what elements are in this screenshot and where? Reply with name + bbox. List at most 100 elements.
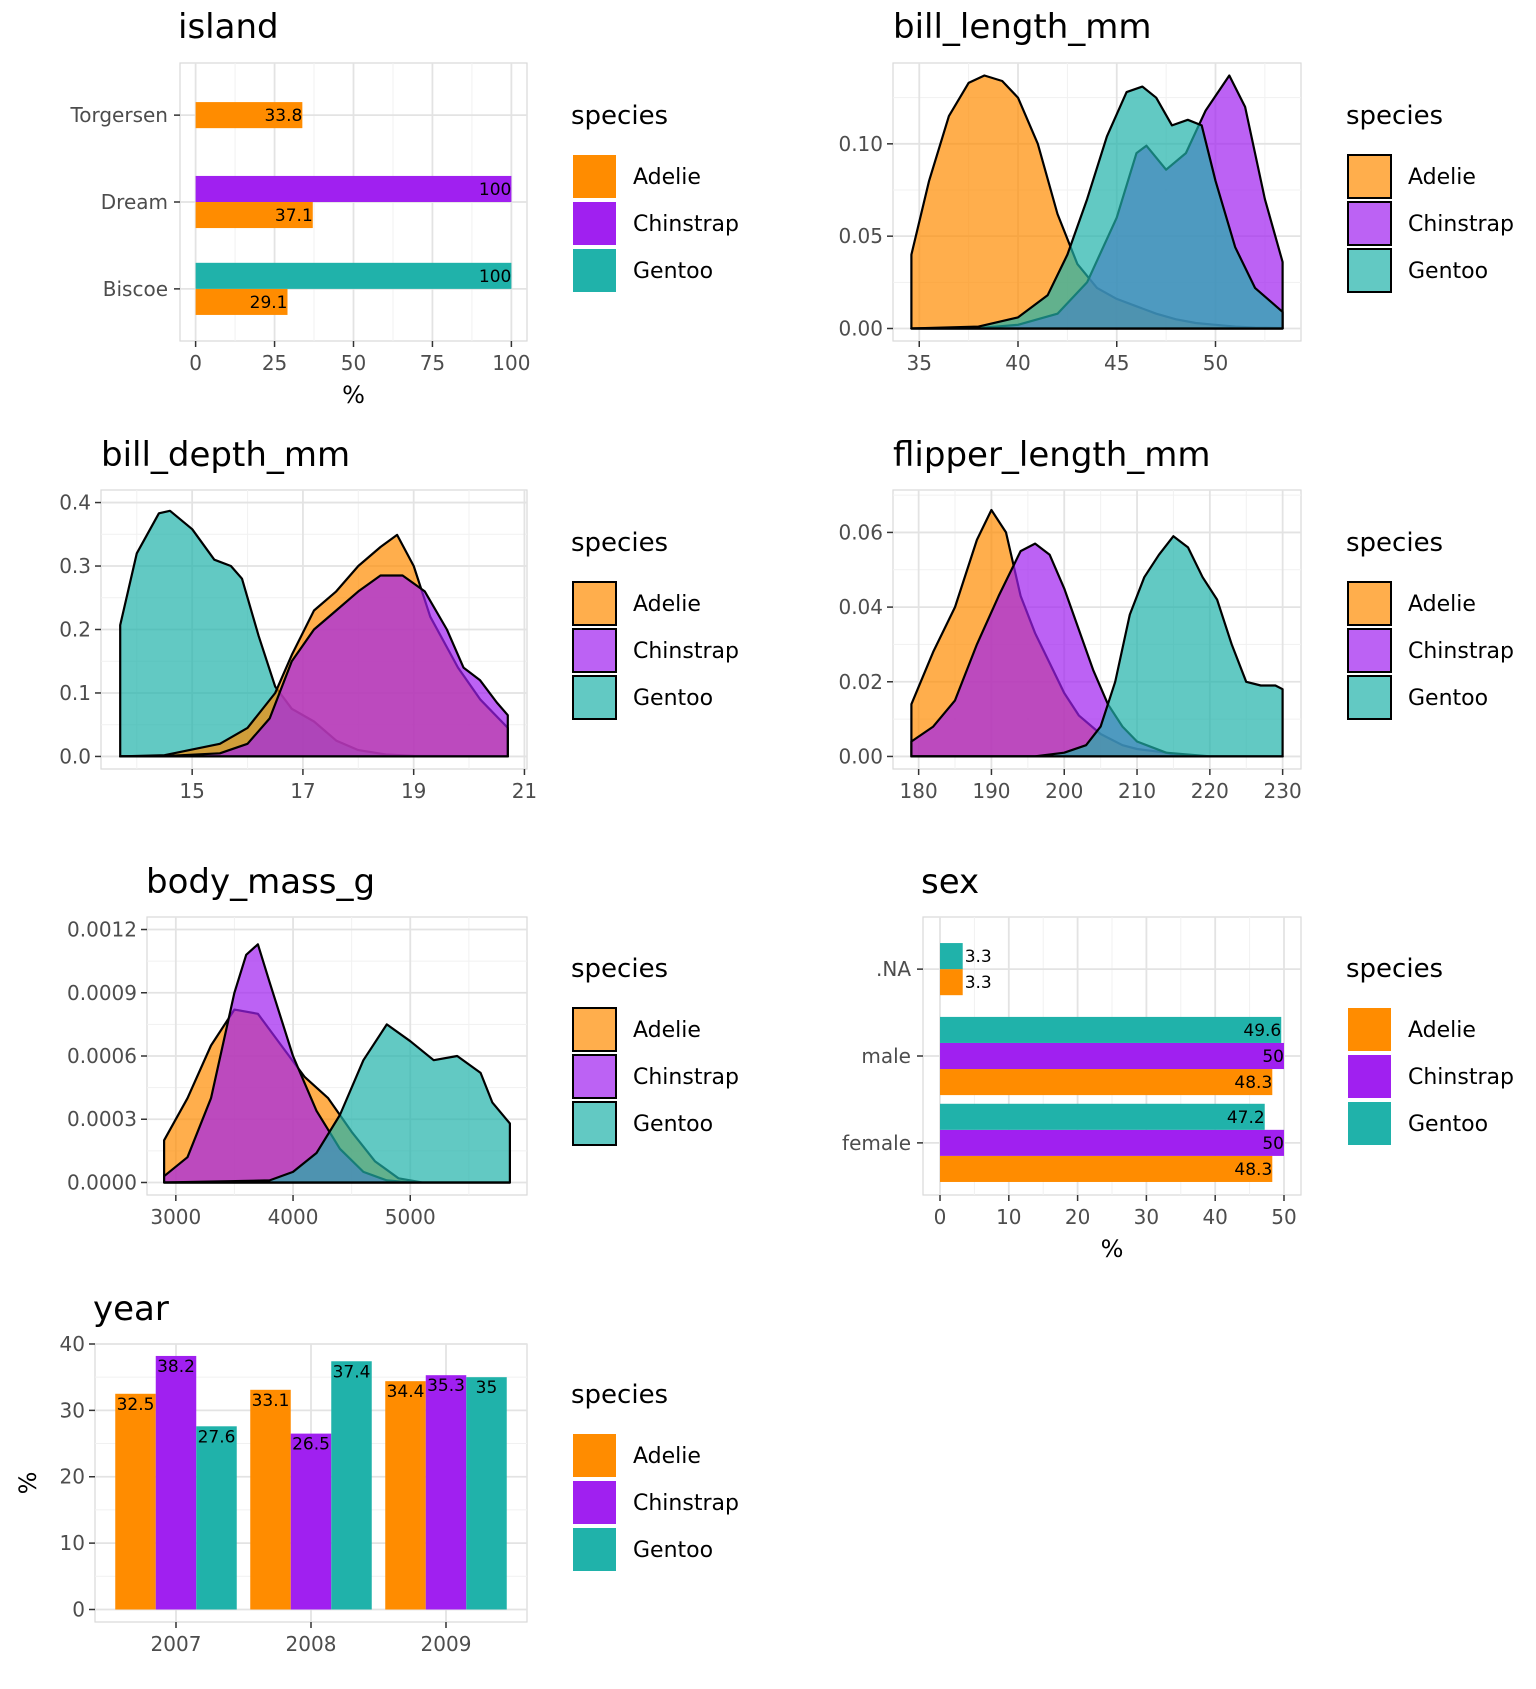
x-tick-label: 19 bbox=[401, 779, 426, 803]
legend-label-adelie: Adelie bbox=[1408, 1018, 1476, 1043]
legend-key-adelie bbox=[1348, 1008, 1391, 1051]
x-tick-label: 230 bbox=[1264, 779, 1302, 803]
y-tick-label: 0.0012 bbox=[67, 918, 137, 942]
legend-key-gentoo bbox=[1347, 248, 1392, 293]
bar-gentoo-female bbox=[940, 1103, 1265, 1130]
data-label: 29.1 bbox=[250, 293, 288, 313]
y-tick-label: 0 bbox=[72, 1597, 85, 1621]
bar-gentoo-male bbox=[940, 1016, 1282, 1043]
x-tick-label: 180 bbox=[900, 779, 938, 803]
bar-adelie-biscoe bbox=[195, 288, 288, 315]
y-tick-label: 0.0000 bbox=[67, 1170, 137, 1194]
legend-label-adelie: Adelie bbox=[633, 165, 701, 190]
data-label: 32.5 bbox=[117, 1395, 155, 1415]
bar-gentoo-2008 bbox=[331, 1361, 372, 1610]
data-label: 48.3 bbox=[1234, 1160, 1272, 1180]
y-tick-label: Torgersen bbox=[69, 103, 168, 127]
x-tick-label: 10 bbox=[996, 1205, 1021, 1229]
x-tick-label: 45 bbox=[1104, 351, 1129, 375]
x-tick-label: 15 bbox=[179, 779, 204, 803]
panel-bill_depth_mm: bill_depth_mm 15 17 19 21 0.0 0.1 0.2 0.3 0.4 spec… bbox=[59, 435, 739, 803]
x-tick-label: 35 bbox=[907, 351, 932, 375]
x-tick-label: 2007 bbox=[151, 1632, 202, 1656]
y-tick-label: .NA bbox=[876, 957, 911, 981]
bar-adelie-2007 bbox=[115, 1393, 156, 1610]
legend-key-chinstrap bbox=[573, 202, 616, 245]
legend-key-adelie bbox=[572, 581, 617, 626]
legend-key-chinstrap bbox=[573, 1481, 616, 1524]
data-label: 34.4 bbox=[387, 1382, 425, 1402]
data-label: 49.6 bbox=[1243, 1021, 1281, 1041]
density-chinstrap bbox=[119, 574, 509, 758]
panel-flipper_length_mm: flipper_length_mm 180 190 200 210 220 230 0.00 0… bbox=[838, 435, 1513, 803]
x-tick-label: 0 bbox=[934, 1205, 947, 1229]
legend-label-chinstrap: Chinstrap bbox=[1408, 639, 1514, 664]
density-gentoo bbox=[910, 85, 1284, 330]
x-tick-label: 190 bbox=[972, 779, 1010, 803]
x-tick-label: 5000 bbox=[385, 1205, 436, 1229]
data-label: 48.3 bbox=[1234, 1073, 1272, 1093]
bar-chinstrap-2007 bbox=[155, 1355, 197, 1610]
legend-key-chinstrap bbox=[1348, 1055, 1391, 1098]
data-label: 50 bbox=[1262, 1047, 1284, 1067]
legend-bill_length_mm: species Adelie Chinstrap Gentoo bbox=[1346, 101, 1514, 293]
legend-bill_depth_mm: species Adelie Chinstrap Gentoo bbox=[571, 528, 739, 720]
legend-label-gentoo: Gentoo bbox=[1408, 686, 1488, 711]
legend-title: species bbox=[1346, 528, 1443, 558]
legend-label-chinstrap: Chinstrap bbox=[633, 1065, 739, 1090]
x-tick-label: 50 bbox=[1271, 1205, 1296, 1229]
x-tick-label: 75 bbox=[420, 351, 445, 375]
bar-chinstrap-male bbox=[940, 1042, 1284, 1070]
x-tick-label: 210 bbox=[1118, 779, 1156, 803]
legend-label-adelie: Adelie bbox=[1408, 592, 1476, 617]
legend-label-gentoo: Gentoo bbox=[633, 1112, 713, 1137]
bar-chinstrap-dream bbox=[195, 175, 512, 202]
x-tick-label: 2008 bbox=[286, 1632, 337, 1656]
data-label: 35.3 bbox=[427, 1376, 465, 1396]
bar-gentoo-2009 bbox=[466, 1377, 507, 1610]
chart-title: year bbox=[93, 1289, 169, 1329]
legend-title: species bbox=[1346, 954, 1443, 984]
y-tick-label: 0.2 bbox=[59, 618, 91, 642]
legend-label-adelie: Adelie bbox=[1408, 165, 1476, 190]
y-tick-label: 0.06 bbox=[838, 520, 883, 544]
legend-key-chinstrap bbox=[1347, 628, 1392, 673]
panel-sex: sex 48.3 50 47.2 48.3 50 49.6 3.3 3.3 0 10 20 30 40 50… bbox=[842, 862, 1514, 1263]
y-tick-label: 0.0009 bbox=[67, 981, 137, 1005]
legend-key-adelie bbox=[572, 1007, 617, 1052]
bar-adelie-2008 bbox=[250, 1389, 291, 1610]
legend-key-chinstrap bbox=[572, 1054, 617, 1099]
x-tick-label: 17 bbox=[290, 779, 315, 803]
data-label: 33.8 bbox=[264, 106, 302, 126]
legend-key-chinstrap bbox=[1347, 201, 1392, 246]
legend-title: species bbox=[571, 954, 668, 984]
legend-label-chinstrap: Chinstrap bbox=[1408, 1065, 1514, 1090]
bar-adelie-na bbox=[940, 969, 963, 996]
data-label: 38.2 bbox=[157, 1357, 195, 1377]
legend-label-gentoo: Gentoo bbox=[1408, 259, 1488, 284]
data-label: 3.3 bbox=[965, 973, 992, 993]
y-tick-label: 20 bbox=[60, 1465, 85, 1489]
bar-chinstrap-2009 bbox=[425, 1375, 467, 1610]
legend-flipper_length_mm: species Adelie Chinstrap Gentoo bbox=[1346, 528, 1514, 720]
y-tick-label: Biscoe bbox=[103, 277, 168, 301]
y-tick-label: 0.0006 bbox=[67, 1044, 137, 1068]
bar-gentoo-2007 bbox=[196, 1426, 237, 1610]
legend-key-gentoo bbox=[572, 675, 617, 720]
x-tick-label: 40 bbox=[1005, 351, 1030, 375]
y-tick-label: 10 bbox=[60, 1531, 85, 1555]
x-tick-label: 3000 bbox=[150, 1205, 201, 1229]
data-label: 26.5 bbox=[292, 1435, 330, 1455]
y-tick-label: 40 bbox=[60, 1332, 85, 1356]
y-tick-label: 0.4 bbox=[59, 491, 91, 515]
y-tick-label: 0.00 bbox=[838, 316, 883, 340]
x-tick-label: 200 bbox=[1045, 779, 1083, 803]
data-label: 50 bbox=[1262, 1134, 1284, 1154]
legend-key-gentoo bbox=[1348, 1102, 1391, 1145]
panel-body_mass_g: body_mass_g 3000 4000 5000 0.0000 0.0003 0.000… bbox=[67, 862, 739, 1229]
data-label: 33.1 bbox=[252, 1391, 290, 1411]
legend-island: species Adelie Chinstrap Gentoo bbox=[571, 101, 739, 292]
legend-label-chinstrap: Chinstrap bbox=[633, 639, 739, 664]
legend-title: species bbox=[1346, 101, 1443, 131]
